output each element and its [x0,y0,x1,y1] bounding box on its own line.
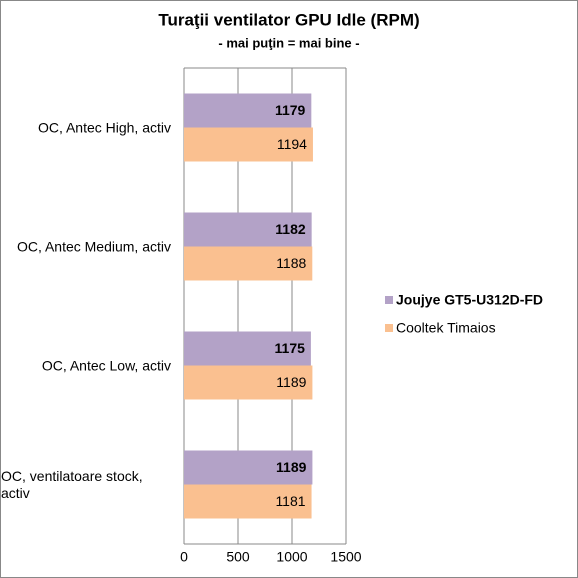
y-tick-label: OC, Antec Low, activ [1,357,171,374]
bar [184,127,313,162]
bar [184,484,312,519]
x-tick-label: 0 [180,549,188,565]
legend-label: Joujye GT5-U312D-FD [396,292,543,308]
data-label: 1179 [275,102,306,118]
legend-swatch [385,296,393,304]
data-label: 1194 [277,136,307,152]
y-tick-label: OC, Antec Medium, activ [1,238,171,255]
data-label: 1189 [276,374,306,390]
data-label: 1181 [275,493,305,509]
y-tick-text: OC, ventilatoare stock, activ [1,467,143,501]
chart-subtitle: - mai puţin = mai bine - [218,35,359,50]
bar [184,246,313,281]
x-tick-label: 1500 [330,549,361,565]
legend-label: Cooltek Timaios [396,320,496,336]
y-tick-label: OC, ventilatoare stock, activ [1,468,171,502]
bar [184,331,311,366]
y-tick-label: OC, Antec High, activ [1,119,171,136]
chart-title: Turaţii ventilator GPU Idle (RPM) [158,10,419,29]
bar [184,450,313,485]
x-tick-label: 500 [226,549,250,565]
data-label: 1182 [275,221,306,237]
y-tick-text: OC, Antec High, activ [37,119,171,135]
y-tick-text: OC, Antec Medium, activ [16,238,171,254]
x-tick-label: 1000 [276,549,307,565]
bar [184,365,313,400]
data-label: 1188 [276,255,306,271]
data-label: 1175 [275,340,306,356]
bar [184,212,312,247]
legend-swatch [385,324,393,332]
bar [184,93,312,128]
data-label: 1189 [276,459,307,475]
y-tick-text: OC, Antec Low, activ [41,357,171,373]
